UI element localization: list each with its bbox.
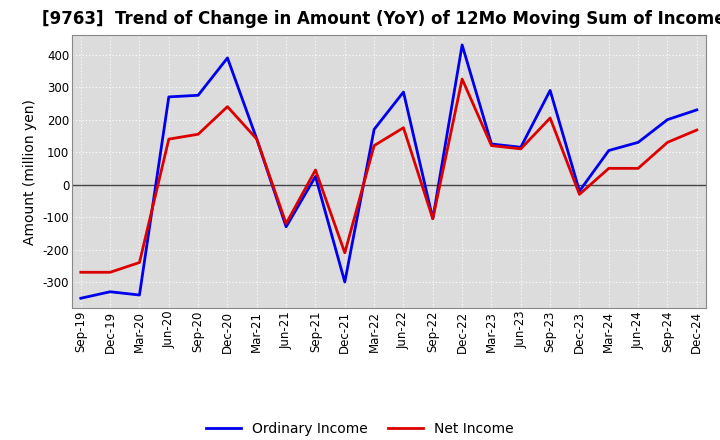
Net Income — [634, 166, 642, 171]
Ordinary Income — [76, 296, 85, 301]
Legend: Ordinary Income, Net Income: Ordinary Income, Net Income — [200, 417, 520, 440]
Ordinary Income — [663, 117, 672, 122]
Ordinary Income — [253, 136, 261, 142]
Ordinary Income — [106, 289, 114, 294]
Net Income — [605, 166, 613, 171]
Net Income — [546, 115, 554, 121]
Net Income — [575, 192, 584, 197]
Ordinary Income — [135, 292, 144, 297]
Net Income — [282, 221, 290, 226]
Net Income — [253, 136, 261, 142]
Net Income — [693, 128, 701, 133]
Ordinary Income — [370, 127, 379, 132]
Ordinary Income — [575, 188, 584, 194]
Net Income — [76, 270, 85, 275]
Net Income — [663, 140, 672, 145]
Title: [9763]  Trend of Change in Amount (YoY) of 12Mo Moving Sum of Incomes: [9763] Trend of Change in Amount (YoY) o… — [42, 10, 720, 28]
Ordinary Income — [693, 107, 701, 113]
Ordinary Income — [399, 89, 408, 95]
Ordinary Income — [516, 145, 525, 150]
Y-axis label: Amount (million yen): Amount (million yen) — [23, 99, 37, 245]
Ordinary Income — [164, 94, 173, 99]
Net Income — [487, 143, 496, 148]
Net Income — [428, 216, 437, 221]
Net Income — [311, 167, 320, 172]
Net Income — [370, 143, 379, 148]
Net Income — [458, 77, 467, 82]
Line: Net Income: Net Income — [81, 79, 697, 272]
Ordinary Income — [487, 141, 496, 147]
Ordinary Income — [194, 93, 202, 98]
Ordinary Income — [458, 42, 467, 48]
Ordinary Income — [546, 88, 554, 93]
Net Income — [223, 104, 232, 109]
Ordinary Income — [634, 140, 642, 145]
Net Income — [106, 270, 114, 275]
Ordinary Income — [341, 279, 349, 285]
Net Income — [135, 260, 144, 265]
Ordinary Income — [311, 174, 320, 179]
Net Income — [516, 146, 525, 151]
Ordinary Income — [223, 55, 232, 61]
Net Income — [194, 132, 202, 137]
Ordinary Income — [428, 216, 437, 221]
Ordinary Income — [282, 224, 290, 229]
Net Income — [341, 250, 349, 256]
Net Income — [164, 136, 173, 142]
Ordinary Income — [605, 148, 613, 153]
Line: Ordinary Income: Ordinary Income — [81, 45, 697, 298]
Net Income — [399, 125, 408, 130]
